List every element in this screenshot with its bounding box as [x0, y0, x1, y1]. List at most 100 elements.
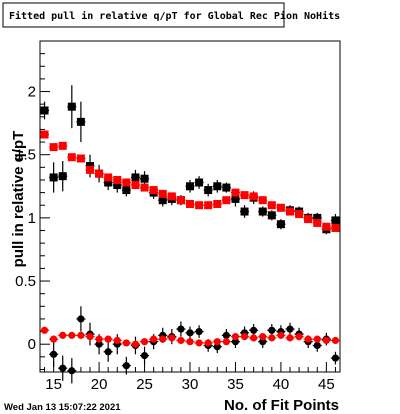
data-point-circle	[259, 338, 267, 346]
data-point-circle	[250, 334, 258, 342]
data-point-square	[240, 191, 249, 200]
data-point-circle	[213, 338, 221, 346]
data-point-circle	[168, 334, 176, 342]
data-point-circle	[277, 331, 285, 339]
y-tick-label: 0.5	[15, 273, 36, 290]
data-point-circle	[286, 334, 294, 342]
data-point-circle	[195, 327, 203, 336]
data-point-square	[58, 172, 67, 181]
data-point-square	[58, 141, 67, 150]
data-point-square	[213, 199, 222, 208]
data-point-circle	[122, 339, 130, 347]
data-point-square	[49, 173, 58, 182]
data-point-square	[267, 211, 276, 220]
data-point-circle	[40, 326, 49, 334]
data-point-square	[113, 175, 122, 184]
data-point-square	[113, 181, 122, 190]
data-point-square	[131, 181, 140, 190]
data-point-square	[49, 143, 58, 152]
chart-title: Fitted pull in relative q/pT for Global …	[9, 10, 340, 22]
data-point-square	[213, 182, 222, 191]
data-point-circle	[268, 334, 276, 342]
x-tick-label: 20	[91, 376, 108, 393]
series-1	[40, 130, 340, 232]
data-point-square	[276, 203, 285, 212]
data-point-circle	[295, 333, 303, 341]
data-point-square	[276, 220, 285, 229]
data-point-circle	[159, 335, 167, 343]
data-point-circle	[250, 326, 258, 334]
data-point-square	[195, 201, 204, 210]
data-point-circle	[95, 340, 103, 348]
data-point-square	[240, 207, 249, 216]
data-point-circle	[222, 338, 230, 346]
data-point-square	[304, 215, 313, 224]
data-point-circle	[222, 331, 230, 339]
data-point-square	[40, 106, 49, 115]
data-point-square	[76, 154, 85, 163]
data-point-square	[267, 201, 276, 210]
data-point-square	[186, 199, 194, 208]
data-point-circle	[50, 350, 58, 358]
axis-ticks: 15 20 25 30 35 40 45 0 0.5 1 1.5 2	[15, 40, 336, 393]
data-marks	[40, 85, 340, 384]
data-point-square	[122, 178, 131, 187]
data-point-square	[122, 186, 131, 195]
data-point-square	[140, 174, 149, 183]
data-point-square	[249, 192, 258, 201]
data-point-square	[104, 178, 113, 187]
chart-title-box: Fitted pull in relative q/pT for Global …	[2, 2, 340, 28]
data-point-square	[131, 173, 140, 182]
timestamp: Wed Jan 13 15:07:22 2021	[4, 402, 121, 413]
data-point-square	[158, 189, 167, 198]
data-point-circle	[131, 340, 140, 348]
x-tick-label: 45	[318, 376, 335, 393]
data-point-square	[40, 130, 49, 139]
data-point-square	[176, 196, 185, 205]
data-point-circle	[59, 331, 67, 339]
data-point-square	[186, 182, 194, 191]
data-point-square	[258, 207, 267, 216]
x-tick-label: 25	[136, 376, 153, 393]
data-point-circle	[150, 335, 158, 343]
data-point-circle	[204, 339, 212, 347]
data-point-circle	[122, 362, 130, 370]
data-point-square	[331, 216, 340, 225]
data-point-circle	[259, 333, 267, 341]
data-point-square	[313, 213, 322, 222]
data-point-square	[286, 207, 294, 216]
data-point-circle	[231, 338, 240, 346]
y-axis-title: pull in relative q/pT	[10, 131, 27, 268]
x-tick-label: 40	[273, 376, 290, 393]
data-point-square	[76, 117, 85, 126]
data-point-square	[158, 196, 167, 205]
data-point-circle	[50, 335, 58, 343]
data-point-circle	[68, 331, 76, 339]
data-point-square	[222, 183, 231, 192]
data-point-square	[322, 222, 331, 231]
data-point-circle	[104, 335, 112, 343]
data-point-circle	[104, 348, 112, 356]
data-point-circle	[95, 335, 103, 343]
data-point-circle	[195, 339, 203, 347]
data-point-square	[67, 153, 76, 162]
data-point-circle	[313, 335, 321, 343]
data-point-circle	[177, 325, 185, 333]
data-point-square	[331, 223, 340, 232]
y-tick-label: 1.5	[15, 147, 36, 164]
data-point-circle	[77, 331, 85, 339]
data-point-square	[67, 102, 76, 111]
data-point-square	[140, 183, 149, 192]
data-point-square	[149, 186, 158, 195]
data-point-circle	[140, 351, 149, 360]
data-point-circle	[231, 333, 240, 341]
series-3	[40, 326, 340, 348]
data-point-circle	[86, 333, 94, 341]
data-point-circle	[177, 336, 185, 345]
data-point-circle	[268, 326, 276, 334]
data-point-circle	[213, 343, 221, 351]
y-tick-label: 0	[28, 336, 36, 353]
x-tick-label: 30	[182, 376, 199, 393]
data-point-square	[313, 218, 322, 227]
